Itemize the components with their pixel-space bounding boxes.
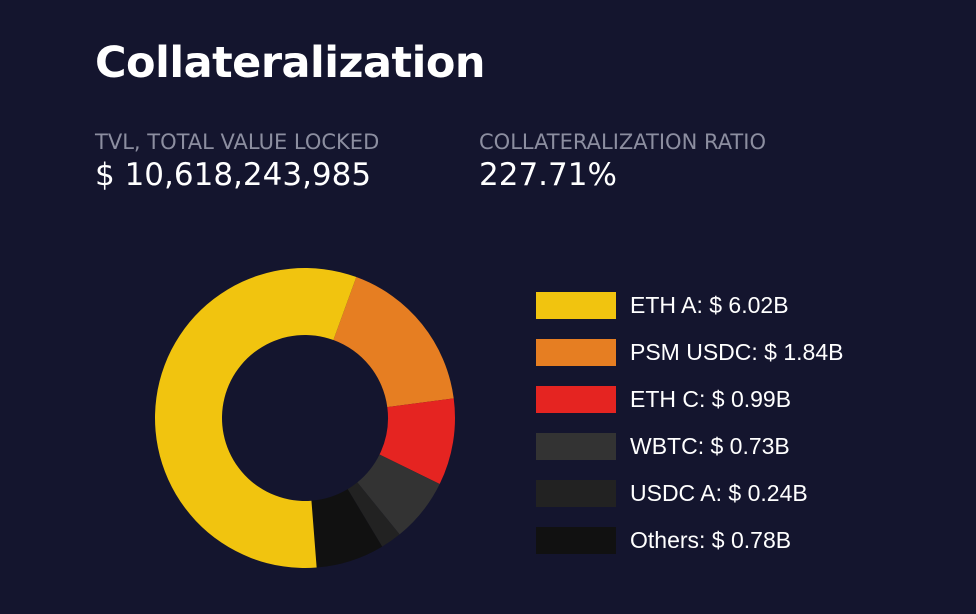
legend-item-eth-c[interactable]: ETH C: $ 0.99B bbox=[536, 376, 843, 423]
legend-item-psm-usdc[interactable]: PSM USDC: $ 1.84B bbox=[536, 329, 843, 376]
legend-label-wbtc: WBTC: $ 0.73B bbox=[630, 433, 790, 459]
legend-swatch-wbtc bbox=[536, 433, 616, 460]
tvl-stat: TVL, TOTAL VALUE LOCKED $ 10,618,243,985 bbox=[95, 130, 379, 194]
legend-swatch-psm-usdc bbox=[536, 339, 616, 366]
donut-slice-psm-usdc[interactable] bbox=[333, 277, 454, 408]
legend-item-eth-a[interactable]: ETH A: $ 6.02B bbox=[536, 282, 843, 329]
legend-label-usdc-a: USDC A: $ 0.24B bbox=[630, 480, 808, 506]
collateral-donut-chart bbox=[155, 268, 455, 568]
legend-item-wbtc[interactable]: WBTC: $ 0.73B bbox=[536, 423, 843, 470]
chart-legend: ETH A: $ 6.02B PSM USDC: $ 1.84B ETH C: $ … bbox=[536, 282, 843, 564]
collateralization-ratio-label: COLLATERALIZATION RATIO bbox=[479, 130, 766, 154]
collateralization-ratio-value: 227.71% bbox=[479, 157, 617, 194]
donut-slice-wbtc[interactable] bbox=[357, 454, 440, 535]
legend-item-usdc-a[interactable]: USDC A: $ 0.24B bbox=[536, 470, 843, 517]
collateralization-ratio-stat: COLLATERALIZATION RATIO 227.71% bbox=[479, 130, 766, 194]
legend-swatch-usdc-a bbox=[536, 480, 616, 507]
donut-slice-eth-c[interactable] bbox=[379, 398, 455, 485]
legend-label-eth-a: ETH A: $ 6.02B bbox=[630, 292, 789, 318]
donut-slice-others[interactable] bbox=[311, 489, 383, 568]
legend-label-psm-usdc: PSM USDC: $ 1.84B bbox=[630, 339, 844, 365]
tvl-label: TVL, TOTAL VALUE LOCKED bbox=[95, 130, 380, 154]
donut-slice-eth-a[interactable] bbox=[155, 268, 357, 568]
legend-swatch-others bbox=[536, 527, 616, 554]
donut-slice-usdc-a[interactable] bbox=[347, 482, 400, 547]
legend-label-eth-c: ETH C: $ 0.99B bbox=[630, 386, 792, 412]
page-title: Collateralization bbox=[95, 38, 486, 88]
legend-swatch-eth-c bbox=[536, 386, 616, 413]
tvl-value: $ 10,618,243,985 bbox=[95, 157, 372, 194]
legend-item-others[interactable]: Others: $ 0.78B bbox=[536, 517, 843, 564]
legend-swatch-eth-a bbox=[536, 292, 616, 319]
legend-label-others: Others: $ 0.78B bbox=[630, 527, 792, 553]
